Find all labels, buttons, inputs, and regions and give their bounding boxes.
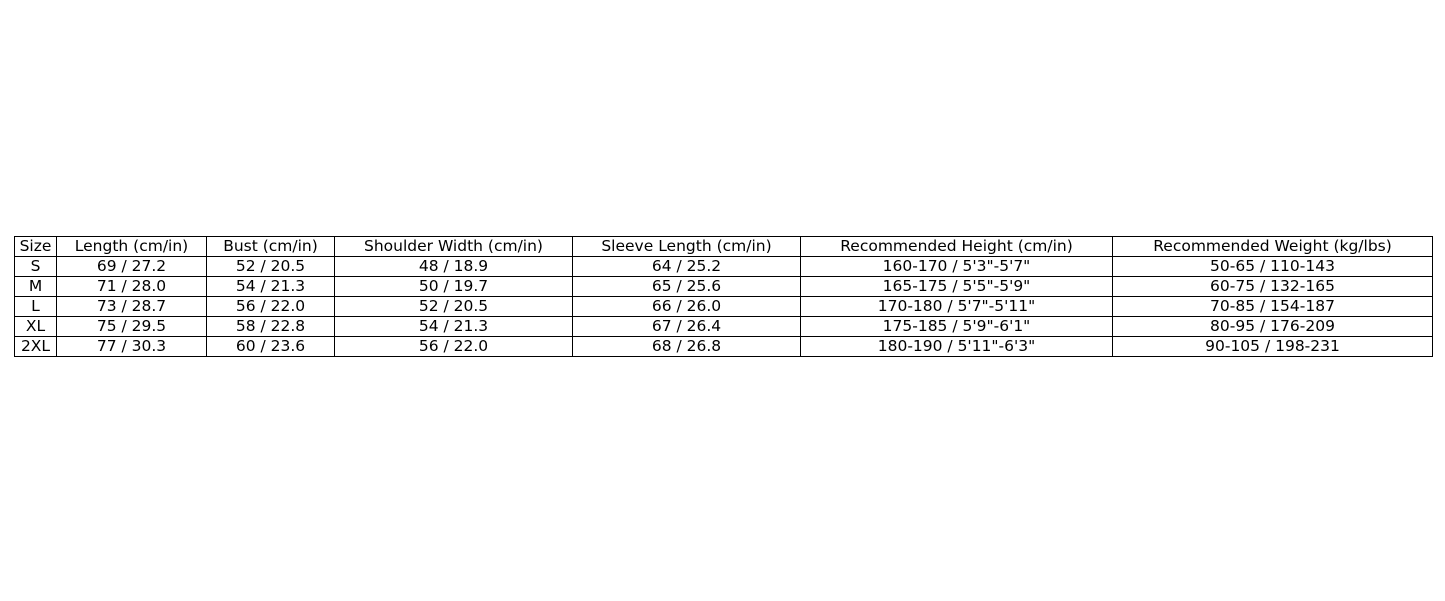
- table-row: S 69 / 27.2 52 / 20.5 48 / 18.9 64 / 25.…: [14, 256, 1433, 277]
- cell-sleeve-length: 66 / 26.0: [572, 296, 801, 317]
- cell-recommended-weight: 50-65 / 110-143: [1112, 256, 1433, 277]
- column-header-bust: Bust (cm/in): [206, 236, 335, 257]
- cell-size: M: [14, 276, 57, 297]
- cell-size: 2XL: [14, 336, 57, 357]
- cell-shoulder-width: 56 / 22.0: [334, 336, 573, 357]
- cell-sleeve-length: 65 / 25.6: [572, 276, 801, 297]
- cell-size: S: [14, 256, 57, 277]
- cell-sleeve-length: 68 / 26.8: [572, 336, 801, 357]
- cell-recommended-weight: 60-75 / 132-165: [1112, 276, 1433, 297]
- cell-length: 69 / 27.2: [56, 256, 207, 277]
- cell-recommended-weight: 70-85 / 154-187: [1112, 296, 1433, 317]
- cell-bust: 52 / 20.5: [206, 256, 335, 277]
- cell-bust: 58 / 22.8: [206, 316, 335, 337]
- table-row: M 71 / 28.0 54 / 21.3 50 / 19.7 65 / 25.…: [14, 276, 1433, 297]
- column-header-length: Length (cm/in): [56, 236, 207, 257]
- cell-recommended-height: 180-190 / 5'11"-6'3": [800, 336, 1113, 357]
- cell-sleeve-length: 67 / 26.4: [572, 316, 801, 337]
- cell-recommended-height: 170-180 / 5'7"-5'11": [800, 296, 1113, 317]
- cell-size: XL: [14, 316, 57, 337]
- table-row: L 73 / 28.7 56 / 22.0 52 / 20.5 66 / 26.…: [14, 296, 1433, 317]
- cell-recommended-weight: 90-105 / 198-231: [1112, 336, 1433, 357]
- cell-length: 75 / 29.5: [56, 316, 207, 337]
- table-header: Size Length (cm/in) Bust (cm/in) Shoulde…: [14, 236, 1433, 257]
- cell-length: 77 / 30.3: [56, 336, 207, 357]
- cell-recommended-height: 160-170 / 5'3"-5'7": [800, 256, 1113, 277]
- cell-recommended-height: 175-185 / 5'9"-6'1": [800, 316, 1113, 337]
- cell-shoulder-width: 52 / 20.5: [334, 296, 573, 317]
- cell-recommended-weight: 80-95 / 176-209: [1112, 316, 1433, 337]
- column-header-recommended-weight: Recommended Weight (kg/lbs): [1112, 236, 1433, 257]
- cell-shoulder-width: 48 / 18.9: [334, 256, 573, 277]
- table-header-row: Size Length (cm/in) Bust (cm/in) Shoulde…: [14, 236, 1433, 257]
- cell-bust: 56 / 22.0: [206, 296, 335, 317]
- cell-size: L: [14, 296, 57, 317]
- cell-bust: 60 / 23.6: [206, 336, 335, 357]
- column-header-size: Size: [14, 236, 57, 257]
- cell-recommended-height: 165-175 / 5'5"-5'9": [800, 276, 1113, 297]
- cell-bust: 54 / 21.3: [206, 276, 335, 297]
- table-row: XL 75 / 29.5 58 / 22.8 54 / 21.3 67 / 26…: [14, 316, 1433, 337]
- table-row: 2XL 77 / 30.3 60 / 23.6 56 / 22.0 68 / 2…: [14, 336, 1433, 357]
- size-chart-table: Size Length (cm/in) Bust (cm/in) Shoulde…: [14, 236, 1433, 357]
- column-header-sleeve-length: Sleeve Length (cm/in): [572, 236, 801, 257]
- table-body: S 69 / 27.2 52 / 20.5 48 / 18.9 64 / 25.…: [14, 256, 1433, 357]
- cell-sleeve-length: 64 / 25.2: [572, 256, 801, 277]
- cell-length: 71 / 28.0: [56, 276, 207, 297]
- cell-shoulder-width: 54 / 21.3: [334, 316, 573, 337]
- column-header-shoulder-width: Shoulder Width (cm/in): [334, 236, 573, 257]
- cell-length: 73 / 28.7: [56, 296, 207, 317]
- size-chart-container: Size Length (cm/in) Bust (cm/in) Shoulde…: [14, 236, 1433, 357]
- cell-shoulder-width: 50 / 19.7: [334, 276, 573, 297]
- column-header-recommended-height: Recommended Height (cm/in): [800, 236, 1113, 257]
